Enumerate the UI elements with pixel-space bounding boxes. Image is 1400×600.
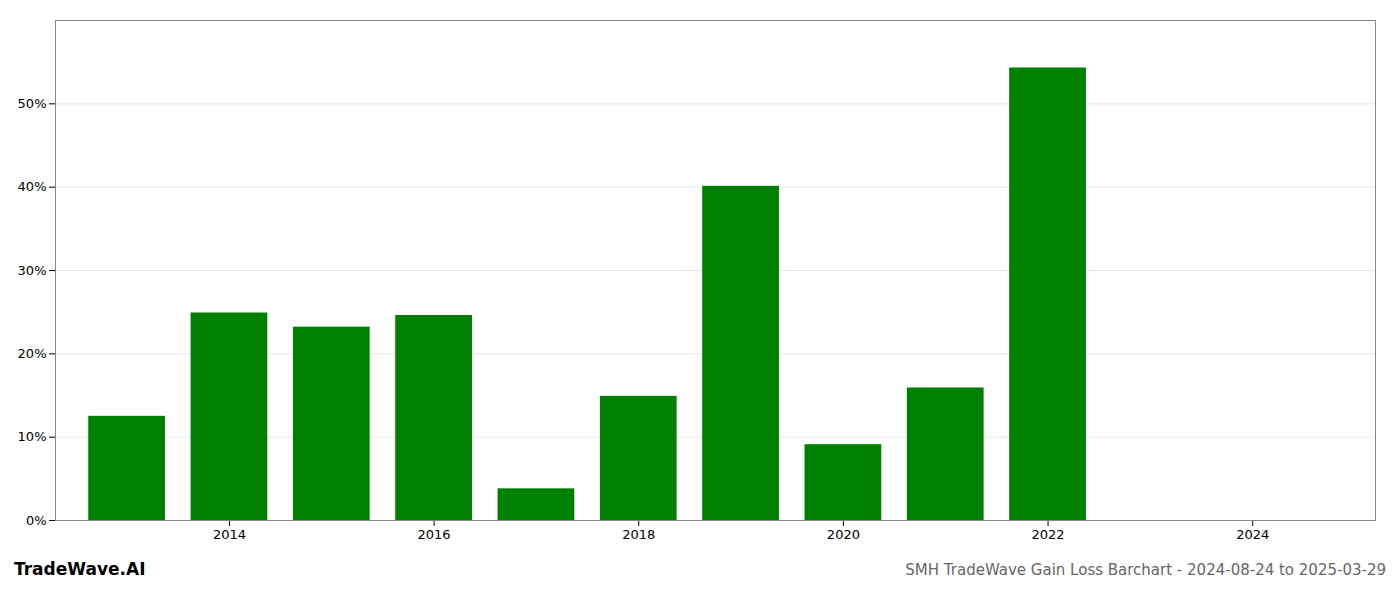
svg-text:0%: 0% — [26, 513, 47, 528]
svg-text:2016: 2016 — [418, 527, 451, 542]
svg-text:2024: 2024 — [1236, 527, 1269, 542]
svg-text:2022: 2022 — [1032, 527, 1065, 542]
html-text:SMH TradeWave Gain Loss Barcha: SMH TradeWave Gain Loss Barchart - 2024-… — [905, 561, 1386, 579]
svg-text:10%: 10% — [18, 429, 47, 444]
svg-text:2014: 2014 — [213, 527, 246, 542]
html-text:TradeWave.AI: TradeWave.AI — [14, 559, 146, 579]
svg-text:20%: 20% — [18, 346, 47, 361]
svg-text:2020: 2020 — [827, 527, 860, 542]
svg-text:30%: 30% — [18, 263, 47, 278]
svg-text:50%: 50% — [18, 96, 47, 111]
svg-text:2018: 2018 — [622, 527, 655, 542]
svg-text:40%: 40% — [18, 179, 47, 194]
